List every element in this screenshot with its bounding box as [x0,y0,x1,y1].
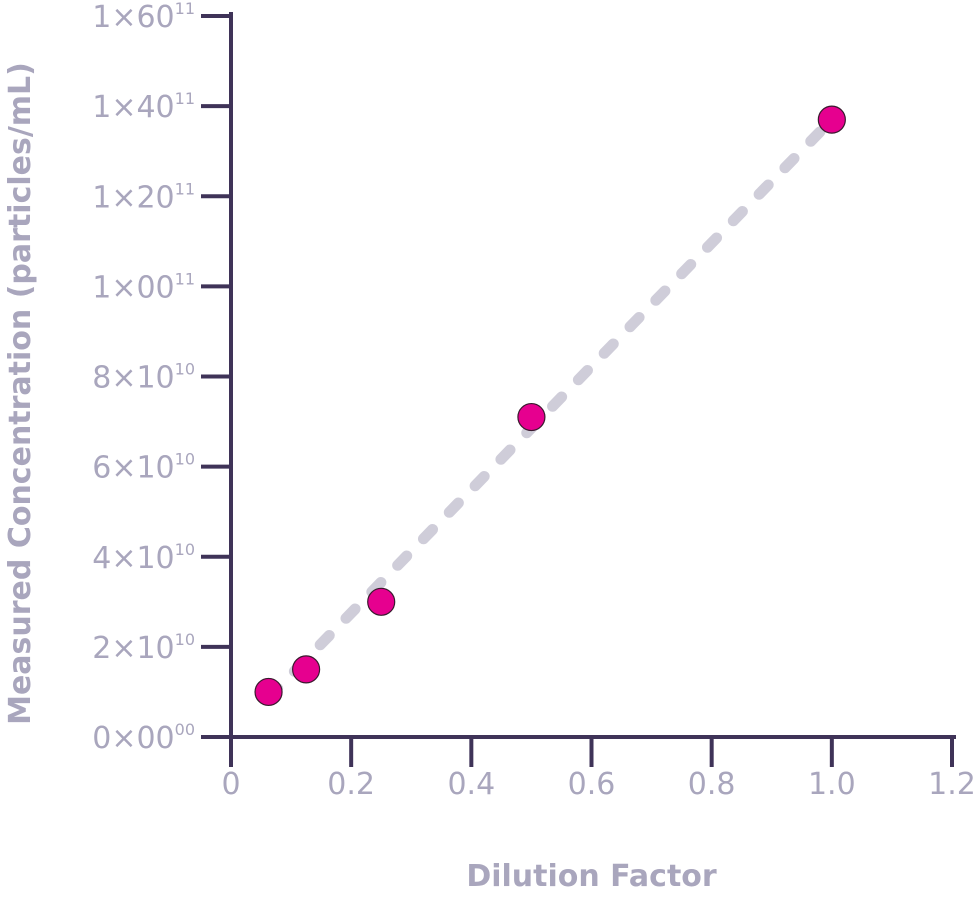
data-points [254,105,846,707]
trendline-layer [263,114,838,704]
y-tick-label: 2×1010 [92,630,195,666]
x-tick-label: 1.2 [928,767,976,802]
y-tick-label: 6×1010 [92,450,195,486]
x-axis-title: Dilution Factor [466,859,717,894]
y-axis-title: Measured Concentration (particles/mL) [3,62,38,725]
data-point [292,655,321,684]
y-tick-label: 8×1010 [92,360,195,396]
y-tick-label: 1×4011 [92,89,195,125]
data-point [517,402,546,432]
y-tick-labels: 0×0000 2×1010 4×1010 6×1010 8×1010 1×0011 1×20… [92,0,195,756]
x-tick-label: 0.8 [688,767,736,802]
x-tick-label: 1.0 [808,767,856,802]
data-point [367,587,396,616]
y-tick-label: 0×0000 [92,720,195,756]
axes [201,12,956,767]
y-tick-label: 4×1010 [92,540,195,576]
data-point [817,105,846,134]
x-tick-label: 0 [221,767,240,802]
x-tick-label: 0.6 [568,767,616,802]
data-point [254,677,283,707]
x-tick-label: 0.4 [447,767,495,802]
x-tick-label: 0.2 [327,767,375,802]
y-tick-label: 1×0011 [92,269,195,305]
trendline [263,114,838,704]
x-tick-labels: 0 0.2 0.4 0.6 0.8 1.0 1.2 [221,767,975,802]
y-tick-label: 1×2011 [92,179,195,215]
y-tick-label: 1×6011 [92,0,195,35]
